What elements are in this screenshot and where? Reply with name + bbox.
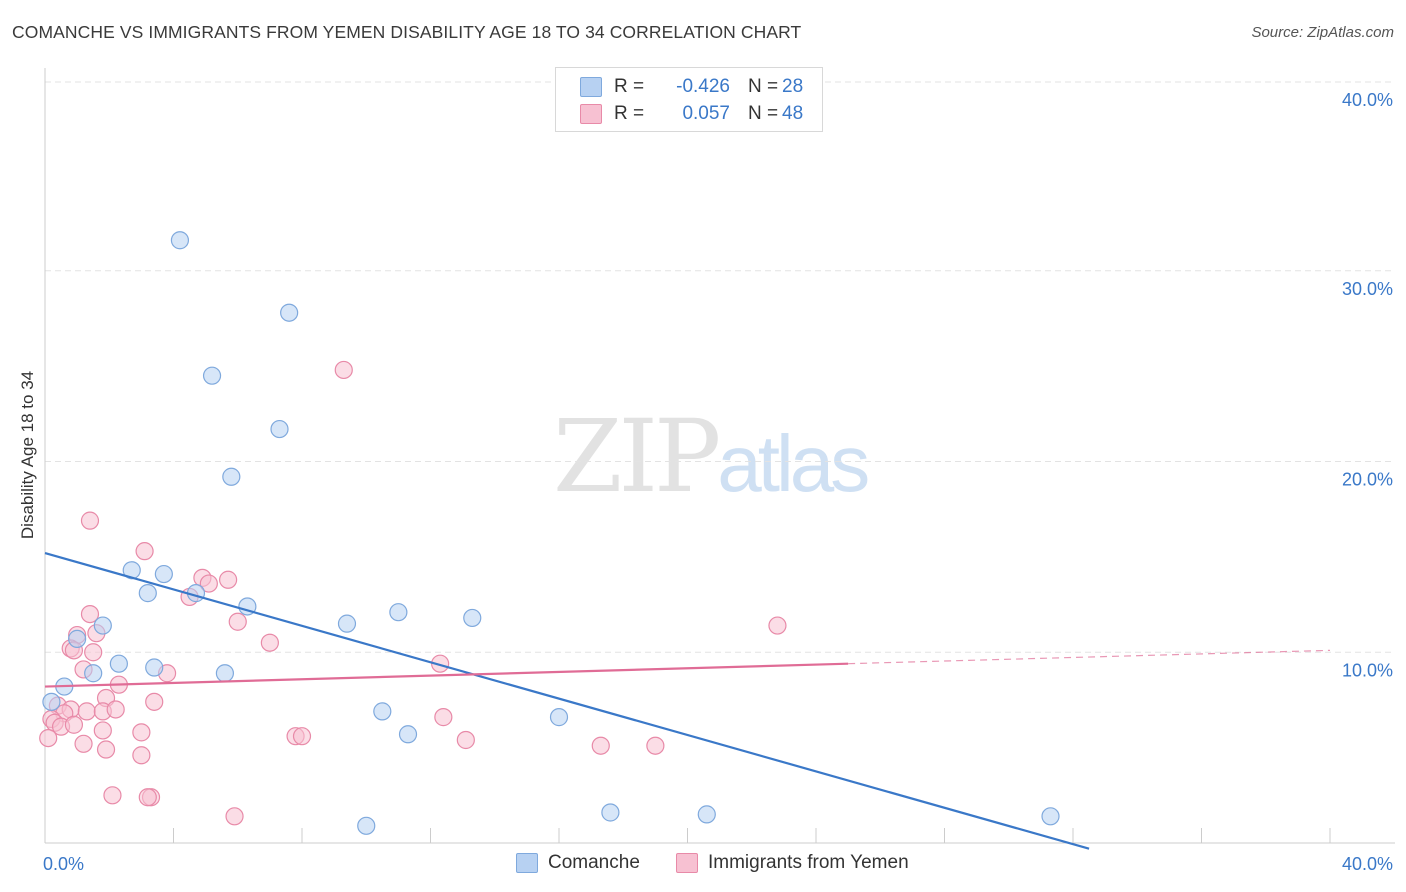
comanche-point [280,303,299,322]
legend-row-comanche: R = -0.426 N = 28 [580,75,803,99]
yemen-point [431,654,450,673]
yemen-point [456,730,475,750]
yemen-swatch [580,104,602,124]
legend-n-label: N = [748,76,779,97]
legend-r-value: 0.057 [682,103,730,124]
comanche-point [202,366,222,385]
yemen-point [225,807,244,826]
comanche-point [42,692,61,711]
yemen-point [106,700,125,719]
legend-n-value: 48 [782,103,804,124]
yemen-point [334,360,353,380]
yemen-point [768,616,787,635]
yemen-point [591,736,610,755]
source-credit: Source: ZipAtlas.com [1251,24,1394,41]
comanche-trend-line [44,552,1090,850]
yemen-point [199,574,218,593]
comanche-point [697,805,716,824]
yemen-point [260,633,279,652]
comanche-point [93,616,112,635]
comanche-point [463,608,482,628]
y-tick-label: 20.0% [1342,470,1393,490]
watermark-atlas: atlas [717,419,870,508]
comanche-point [549,708,569,727]
watermark: ZIPatlas [553,398,870,515]
legend-r-label: R = [614,76,645,97]
comanche-point [215,664,234,683]
comanche-swatch [516,853,538,873]
yemen-point [64,715,84,734]
yemen-point [93,721,112,740]
yemen-swatch [676,853,698,873]
y-tick-label: 40.0% [1342,90,1393,110]
comanche-point [337,614,357,633]
comanche-point [138,584,157,603]
comanche-point [145,658,164,677]
correlation-legend: R = -0.426 N = 28 R = 0.057 N = 48 [555,67,823,132]
yemen-point [96,740,116,759]
comanche-point [154,564,173,584]
comanche-point [357,816,376,835]
y-axis-label: Disability Age 18 to 34 [18,370,37,540]
yemen-point [74,734,93,753]
yemen-trend-line [44,662,849,688]
comanche-point [109,654,128,673]
yemen-point [228,612,247,631]
legend-r-label: R = [614,103,645,124]
comanche-point [270,419,289,439]
legend-n-value: 28 [782,76,804,97]
yemen-point [84,643,103,662]
yemen-point [80,511,100,530]
yemen-label: Immigrants from Yemen [708,852,909,873]
comanche-label: Comanche [548,852,640,873]
comanche-point [373,702,392,721]
yemen-point [103,786,122,805]
legend-row-yemen: R = 0.057 N = 48 [580,102,803,126]
chart-title: COMANCHE VS IMMIGRANTS FROM YEMEN DISABI… [12,22,802,42]
comanche-point [389,603,408,622]
yemen-point [77,702,96,721]
legend-r-value: -0.426 [676,76,730,97]
comanche-swatch [580,77,602,97]
bottom-legend-comanche: Comanche [516,852,640,874]
y-tick-label: 10.0% [1342,660,1393,680]
comanche-point [222,467,241,486]
comanche-point [601,803,620,822]
yemen-point [138,788,157,807]
comanche-point [398,725,418,744]
comanche-point [68,629,87,648]
yemen-point [292,727,312,746]
yemen-point [434,708,453,727]
x-tick-label: 40.0% [1342,854,1393,874]
comanche-point [170,231,190,250]
yemen-point [39,728,58,748]
bottom-legend-yemen: Immigrants from Yemen [676,852,909,874]
watermark-zip: ZIP [553,398,721,515]
yemen-point [132,746,151,765]
yemen-point [135,542,154,561]
yemen-trend-extension [848,649,1331,665]
yemen-point [646,736,665,755]
comanche-point [84,664,103,683]
yemen-point [219,570,238,589]
yemen-point [80,604,100,624]
x-tick-label: 0.0% [43,854,84,874]
yemen-point [145,692,164,711]
legend-n-label: N = [748,103,779,124]
yemen-point [132,723,151,742]
y-tick-label: 30.0% [1342,279,1393,299]
comanche-point [1041,807,1060,826]
